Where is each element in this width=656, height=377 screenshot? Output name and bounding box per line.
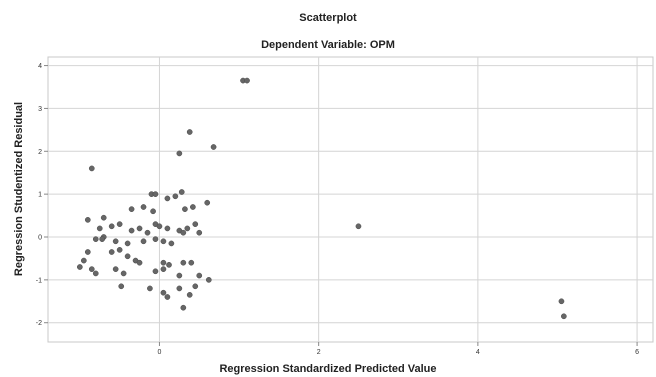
scatter-point [76, 264, 83, 270]
scatter-point [176, 150, 183, 157]
scatter-point [99, 236, 105, 242]
scatter-point [152, 236, 159, 242]
scatter-point [190, 204, 196, 210]
gridlines [48, 57, 653, 342]
scatter-point [168, 240, 175, 247]
scatter-point [140, 204, 147, 210]
scatter-point [160, 266, 167, 272]
data-points [76, 77, 567, 320]
chart-title: Scatterplot [299, 12, 357, 24]
scatter-point [204, 199, 211, 206]
y-tick-label: 2 [38, 149, 42, 156]
scatter-point [124, 240, 131, 247]
scatter-point [192, 221, 199, 227]
scatter-point [150, 208, 156, 215]
scatter-point [152, 191, 159, 197]
y-axis-label: Regression Studentized Residual [13, 101, 25, 277]
scatter-point [118, 283, 125, 290]
scatter-point [128, 227, 135, 234]
x-tick-label: 6 [635, 349, 639, 356]
scatter-point [147, 285, 153, 292]
scatter-point [116, 247, 123, 253]
scatter-point [108, 249, 115, 255]
y-tick-label: 0 [38, 235, 42, 242]
scatter-point [558, 298, 565, 305]
y-tick-label: 4 [38, 63, 42, 70]
scatter-point [108, 223, 115, 230]
scatter-point [560, 313, 567, 320]
scatter-point [196, 229, 203, 236]
x-tick-label: 0 [157, 349, 161, 356]
scatter-point [112, 266, 119, 272]
scatter-point [180, 229, 187, 236]
x-axis-label: Regression Standardized Predicted Value [219, 363, 437, 375]
y-tick-label: -2 [36, 320, 42, 327]
scatter-point [164, 195, 171, 202]
scatter-point [186, 129, 193, 135]
x-axis-ticks: 0 2 4 6 [157, 342, 639, 356]
scatter-point [100, 214, 107, 221]
scatter-point [96, 225, 103, 232]
y-tick-label: -1 [36, 277, 42, 284]
scatter-point [152, 268, 159, 275]
scatter-point [188, 259, 195, 266]
scatter-point [124, 253, 131, 260]
x-tick-label: 2 [317, 349, 321, 356]
scatter-point [172, 193, 179, 200]
scatter-point [136, 225, 143, 232]
y-axis-ticks: 4 3 2 1 0 -1 -2 [36, 63, 48, 327]
scatter-point [88, 165, 95, 172]
scatter-point [186, 292, 193, 298]
scatter-point [160, 238, 167, 245]
scatter-point [112, 238, 119, 245]
scatter-point [80, 257, 87, 264]
scatter-point [164, 294, 171, 300]
scatter-point [176, 272, 183, 279]
scatter-point [182, 206, 188, 212]
y-tick-label: 1 [38, 192, 42, 199]
scatter-point [184, 225, 191, 232]
scatter-point [84, 217, 91, 223]
scatter-point [128, 206, 135, 212]
scatter-point [192, 283, 199, 290]
scatter-point [116, 221, 123, 227]
scatter-point [92, 236, 99, 242]
chart-subtitle: Dependent Variable: OPM [261, 39, 395, 51]
y-tick-label: 3 [38, 106, 42, 113]
scatter-point [180, 304, 187, 311]
scatter-point [120, 270, 127, 277]
scatter-point [166, 262, 172, 268]
scatter-point [210, 144, 217, 150]
x-tick-label: 4 [476, 349, 480, 356]
scatter-point [178, 189, 185, 195]
scatter-point [180, 259, 187, 266]
scatter-point [160, 289, 167, 296]
scatter-point [88, 266, 95, 272]
scatter-point [176, 285, 183, 292]
plot-area [47, 56, 654, 343]
scatter-point [164, 225, 171, 232]
scatter-point [160, 259, 167, 266]
scatter-point [92, 270, 99, 277]
scatter-point [205, 277, 212, 283]
scatter-point [156, 223, 163, 230]
scatter-point [84, 249, 91, 255]
scatter-point [136, 259, 143, 266]
scatter-point [144, 229, 151, 236]
scatter-point [140, 238, 147, 245]
scatter-point [196, 272, 203, 279]
scatter-point [244, 77, 250, 84]
scatter-point [355, 223, 362, 230]
